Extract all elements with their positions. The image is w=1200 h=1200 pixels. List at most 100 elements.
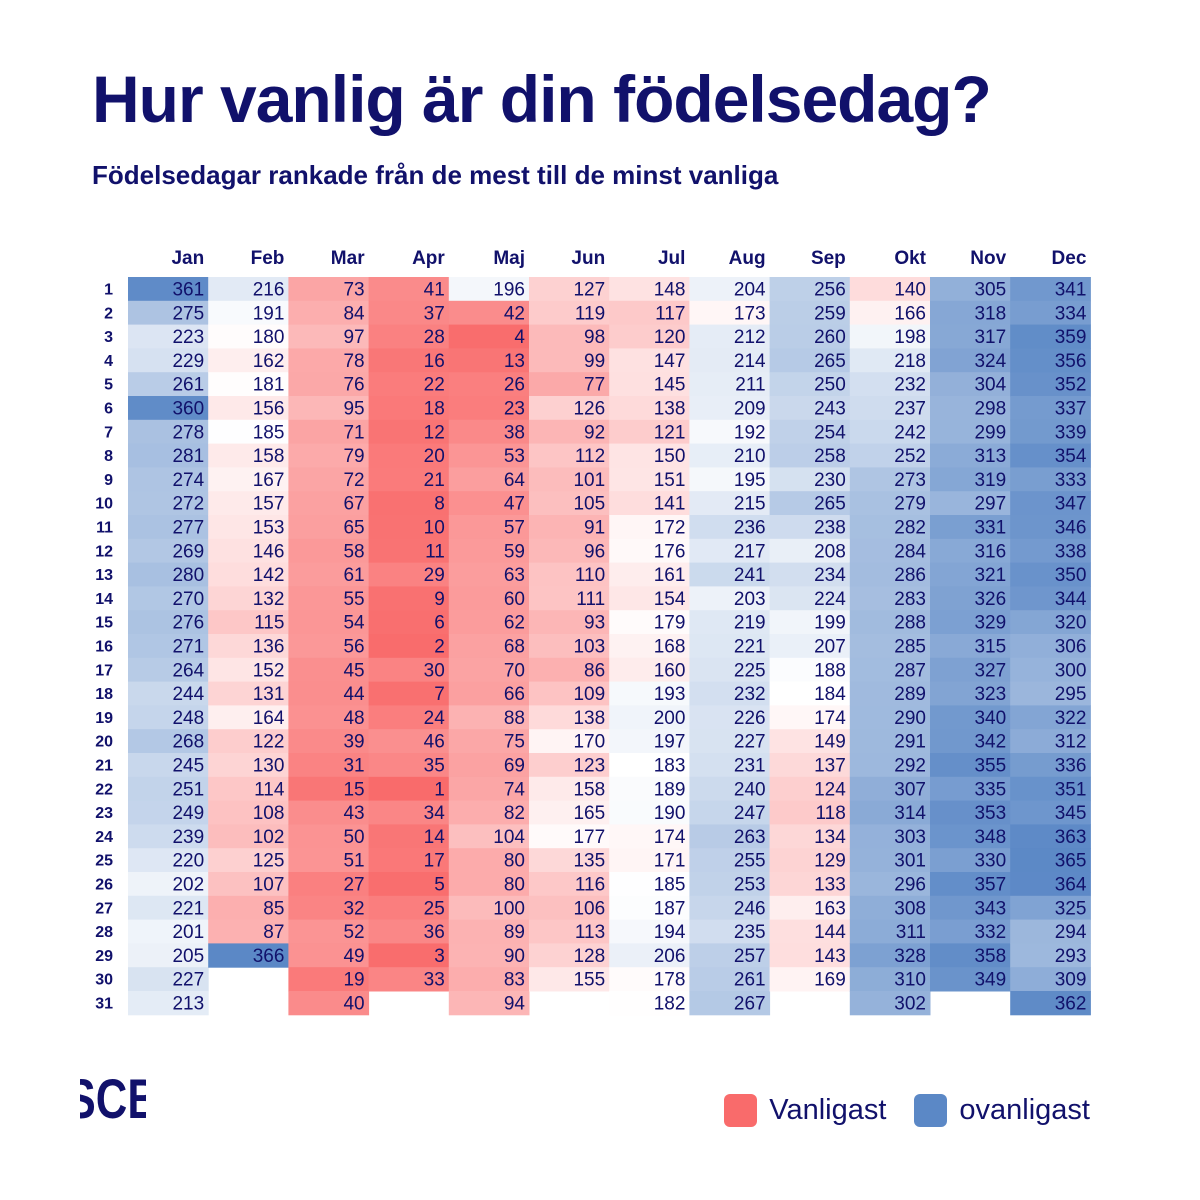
heatmap-cell-value: 304 [974, 375, 1006, 396]
heatmap-cell: 239 [128, 824, 209, 849]
heatmap-cell-value: 247 [734, 803, 766, 824]
heatmap-cell: 66 [448, 681, 530, 706]
heatmap-cell: 250 [769, 372, 851, 397]
heatmap-cell-value: 216 [253, 280, 285, 301]
heatmap-cell-value: 206 [654, 946, 686, 967]
heatmap-cell-value: 123 [573, 756, 605, 777]
heatmap-cell-rect [609, 991, 690, 1016]
heatmap-cell-rect [1010, 277, 1091, 302]
heatmap-cell: 49 [288, 943, 370, 968]
heatmap-cell: 74 [448, 776, 530, 802]
heatmap-cell: 38 [448, 419, 530, 445]
heatmap-cell-value: 136 [253, 637, 285, 658]
heatmap-cell-value: 145 [654, 375, 686, 396]
heatmap-cell-rect [448, 919, 530, 944]
heatmap-cell: 26 [448, 372, 530, 397]
heatmap-cell-rect [849, 705, 931, 730]
heatmap-cell-rect [849, 895, 931, 921]
heatmap-cell-value: 134 [814, 827, 846, 848]
heatmap-cell-value: 250 [814, 375, 846, 396]
heatmap-cell-value: 69 [504, 756, 525, 777]
heatmap-cell: 362 [1010, 991, 1091, 1016]
heatmap-cell-value: 43 [343, 803, 364, 824]
heatmap-cell-value: 344 [1055, 589, 1087, 610]
scb-logo: SCB [80, 1068, 146, 1126]
heatmap-cell: 10 [368, 515, 450, 540]
heatmap-cell: 225 [689, 657, 771, 683]
heatmap-cell-rect [529, 824, 610, 849]
heatmap-cell-rect [849, 348, 931, 373]
heatmap-cell-rect [448, 705, 530, 730]
heatmap-cell-rect [448, 681, 530, 706]
heatmap-cell-rect [208, 681, 289, 706]
heatmap-cell: 162 [208, 348, 289, 373]
heatmap-cell-rect [689, 848, 771, 873]
heatmap-cell-rect [368, 824, 450, 849]
heatmap-cell-value: 126 [573, 399, 605, 420]
heatmap-cell: 94 [448, 991, 530, 1016]
heatmap-cell: 131 [208, 681, 289, 706]
heatmap-cell-value: 300 [1055, 660, 1087, 681]
heatmap-cell-rect [769, 848, 851, 873]
heatmap-cell-rect [448, 610, 530, 635]
heatmap-cell-value: 350 [1055, 565, 1087, 586]
heatmap-cell: 18 [368, 396, 450, 421]
heatmap-cell-value: 314 [894, 803, 926, 824]
heatmap-cell: 20 [368, 443, 450, 468]
heatmap-cell: 282 [849, 515, 931, 540]
day-label: 21 [95, 758, 113, 775]
heatmap-cell-value: 133 [814, 875, 846, 896]
heatmap-cell: 354 [1010, 443, 1091, 468]
heatmap-cell: 341 [1010, 277, 1091, 302]
heatmap-cell: 69 [448, 753, 530, 778]
heatmap-cell: 29 [368, 562, 450, 587]
heatmap-cell-rect [1010, 776, 1091, 802]
heatmap-cell: 7 [368, 681, 450, 706]
heatmap-cell-rect [208, 396, 289, 421]
heatmap-cell-rect [689, 515, 771, 540]
heatmap-cell-rect [769, 491, 851, 516]
heatmap-cell-rect [849, 491, 931, 516]
heatmap-cell: 83 [448, 967, 530, 992]
heatmap-cell: 304 [930, 372, 1011, 397]
heatmap-cell-value: 101 [573, 470, 605, 491]
heatmap-cell-rect [769, 919, 851, 944]
heatmap-cell-rect [769, 419, 851, 445]
heatmap-cell-rect [930, 515, 1011, 540]
heatmap-cell-value: 201 [172, 922, 204, 943]
heatmap-cell-value: 95 [343, 399, 364, 420]
heatmap-cell: 185 [208, 419, 289, 445]
heatmap-cell-value: 15 [343, 779, 364, 800]
heatmap-cell-rect [448, 991, 530, 1016]
heatmap-cell-rect [448, 657, 530, 683]
heatmap-cell: 22 [368, 372, 450, 397]
heatmap-cell: 310 [849, 967, 931, 992]
heatmap-cell-rect [529, 800, 610, 825]
heatmap-cell-value: 92 [584, 422, 605, 443]
heatmap-cell: 161 [609, 562, 690, 587]
heatmap-cell-rect [529, 443, 610, 468]
heatmap-cell: 256 [769, 277, 851, 302]
heatmap-cell-value: 346 [1055, 518, 1087, 539]
heatmap-cell-value: 165 [573, 803, 605, 824]
heatmap-cell-rect [529, 776, 610, 802]
day-label: 11 [96, 520, 113, 537]
heatmap-cell-rect [769, 943, 851, 968]
heatmap-cell-value: 285 [894, 637, 926, 658]
heatmap-cell: 114 [208, 776, 289, 802]
heatmap-cell-value: 83 [504, 970, 525, 991]
heatmap-cell-value: 112 [575, 446, 605, 467]
heatmap-cell: 15 [288, 776, 370, 802]
heatmap-cell-rect [609, 324, 690, 349]
heatmap-cell: 280 [128, 562, 209, 587]
heatmap-cell-value: 283 [894, 589, 926, 610]
heatmap-cell-value: 235 [734, 922, 766, 943]
heatmap-cell-rect [128, 324, 209, 349]
heatmap-cell-value: 227 [734, 732, 766, 753]
heatmap-cell-rect [930, 443, 1011, 468]
heatmap-cell-value: 3 [434, 946, 445, 967]
heatmap-cell: 306 [1010, 634, 1091, 659]
heatmap-cell-value: 252 [894, 446, 926, 467]
heatmap-cell-value: 140 [894, 280, 926, 301]
heatmap-cell-value: 226 [734, 708, 766, 729]
